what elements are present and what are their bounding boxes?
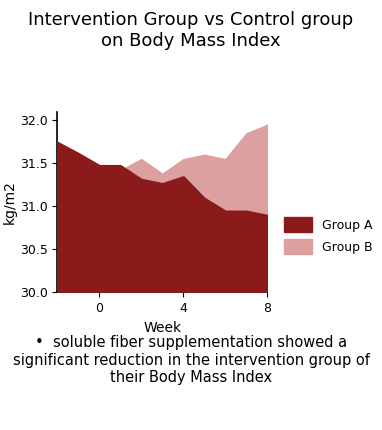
Text: •  soluble fiber supplementation showed a
significant reduction in the intervent: • soluble fiber supplementation showed a… — [13, 335, 369, 385]
X-axis label: Week: Week — [143, 321, 181, 335]
Text: Intervention Group vs Control group
on Body Mass Index: Intervention Group vs Control group on B… — [28, 11, 354, 49]
Legend: Group A, Group B: Group A, Group B — [284, 218, 372, 254]
Y-axis label: kg/m2: kg/m2 — [3, 180, 17, 224]
